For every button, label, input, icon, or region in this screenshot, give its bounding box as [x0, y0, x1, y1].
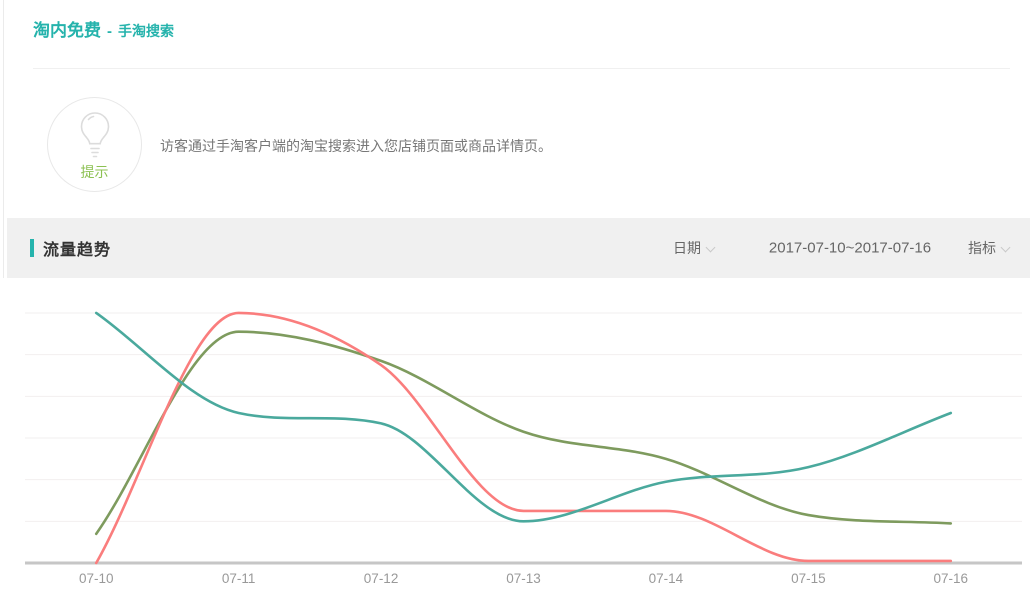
- trend-title-group: 流量趋势: [30, 236, 111, 260]
- chevron-down-icon: [705, 242, 716, 253]
- x-axis-label: 07-13: [506, 571, 541, 586]
- tip-text: 访客通过手淘客户端的淘宝搜索进入您店铺页面或商品详情页。: [160, 138, 552, 154]
- x-axis-label: 07-10: [79, 571, 114, 586]
- x-axis-label: 07-14: [649, 571, 684, 586]
- trend-section-header: 流量趋势 日期 2017-07-10~2017-07-16 指标: [7, 218, 1030, 278]
- date-dropdown-label: 日期: [673, 240, 701, 256]
- metric-dropdown-label: 指标: [968, 240, 996, 256]
- title-separator: -: [107, 23, 112, 40]
- trend-title: 流量趋势: [43, 242, 112, 259]
- date-range-value[interactable]: 2017-07-10~2017-07-16: [768, 239, 932, 257]
- x-axis-label: 07-15: [791, 571, 826, 586]
- date-dropdown[interactable]: 日期: [673, 238, 716, 258]
- lightbulb-icon: [80, 111, 109, 157]
- x-axis-label: 07-12: [364, 571, 399, 586]
- chevron-down-icon: [1000, 242, 1011, 253]
- traffic-trend-chart[interactable]: 07-10 07-11 07-12 07-13 07-14 07-15 07-16: [0, 278, 1030, 603]
- header-divider: [33, 68, 1010, 69]
- x-axis-label: 07-16: [934, 571, 969, 586]
- green-series-path: [94, 330, 953, 536]
- teal-series-path: [94, 311, 953, 523]
- metric-dropdown[interactable]: 指标: [968, 238, 1011, 258]
- x-axis-label: 07-11: [222, 571, 256, 586]
- title-accent-bar: [30, 239, 34, 257]
- page-subtitle: 手淘搜索: [118, 23, 174, 39]
- tip-label: 提示: [80, 163, 109, 180]
- red-series-path: [94, 311, 953, 565]
- page-title: 淘内免费: [33, 21, 101, 40]
- trend-line-chart-svg[interactable]: 07-10 07-11 07-12 07-13 07-14 07-15 07-16: [0, 278, 1030, 603]
- page-header: 淘内免费 - 手淘搜索: [33, 16, 174, 41]
- tip-badge: 提示: [47, 97, 142, 192]
